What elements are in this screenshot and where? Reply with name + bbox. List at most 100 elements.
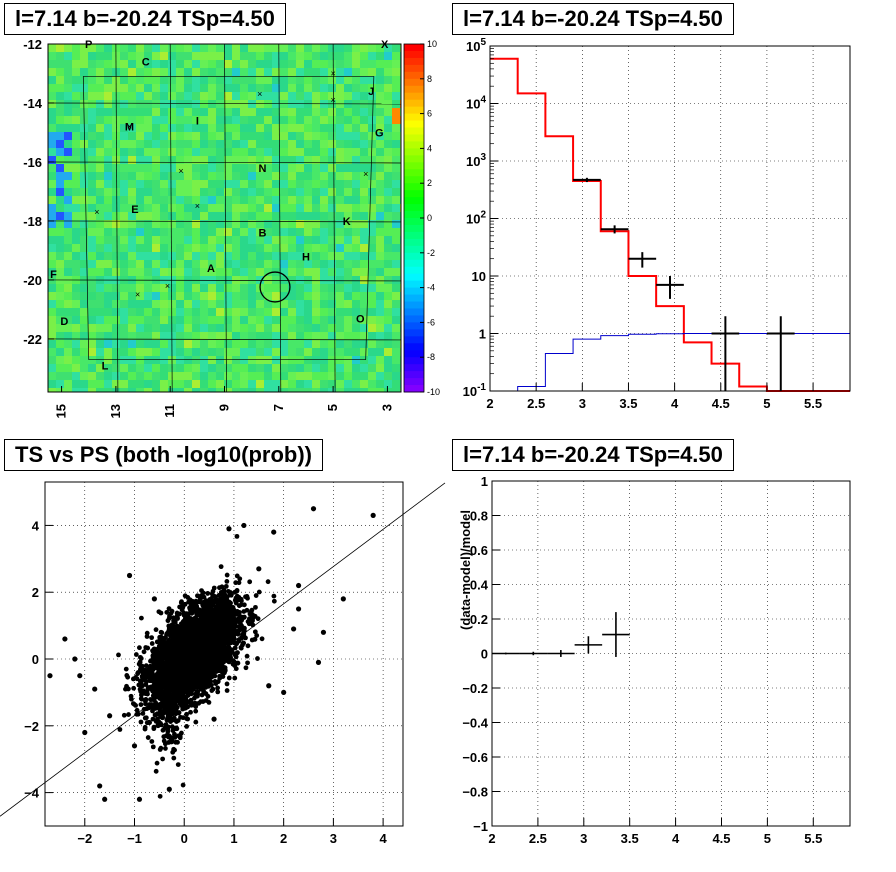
map-pixel (264, 260, 272, 268)
map-pixel (344, 292, 352, 300)
map-pixel (72, 196, 80, 204)
map-pixel (368, 372, 376, 380)
map-pixel (288, 172, 296, 180)
map-pixel (112, 196, 120, 204)
map-pixel (176, 260, 184, 268)
map-pixel (272, 172, 280, 180)
map-pixel (248, 172, 256, 180)
map-pixel (256, 116, 264, 124)
map-pixel (312, 164, 320, 172)
map-pixel (312, 340, 320, 348)
map-pixel (312, 284, 320, 292)
map-pixel (112, 244, 120, 252)
map-pixel (80, 348, 88, 356)
map-pixel (312, 76, 320, 84)
map-pixel (344, 332, 352, 340)
map-pixel (336, 132, 344, 140)
map-pixel (280, 124, 288, 132)
map-pixel (56, 356, 64, 364)
map-pixel (248, 204, 256, 212)
map-pixel (200, 60, 208, 68)
map-pixel (208, 364, 216, 372)
map-pixel (56, 204, 64, 212)
map-pixel (152, 140, 160, 148)
map-pixel (256, 108, 264, 116)
map-pixel (128, 268, 136, 276)
map-pixel (80, 196, 88, 204)
map-pixel (104, 388, 112, 392)
map-pixel (352, 260, 360, 268)
map-pixel (288, 212, 296, 220)
map-pixel (368, 180, 376, 188)
map-pixel (184, 180, 192, 188)
map-pixel (392, 284, 400, 292)
map-pixel (216, 300, 224, 308)
map-pixel (200, 340, 208, 348)
map-pixel (152, 372, 160, 380)
map-pixel (120, 300, 128, 308)
map-pixel (336, 372, 344, 380)
map-pixel (360, 364, 368, 372)
map-pixel (360, 180, 368, 188)
map-pixel (96, 268, 104, 276)
map-pixel (96, 292, 104, 300)
map-pixel (368, 260, 376, 268)
map-grid-line (169, 43, 173, 393)
map-pixel (48, 100, 56, 108)
scatter-point (213, 681, 219, 686)
map-pixel (352, 244, 360, 252)
map-pixel (120, 132, 128, 140)
map-pixel (384, 220, 392, 228)
scatter-point (156, 609, 162, 615)
map-pixel (288, 372, 296, 380)
map-y-tick-label: -20 (23, 273, 42, 288)
map-pixel (368, 156, 376, 164)
map-pixel (376, 252, 384, 260)
map-pixel (80, 220, 88, 228)
map-pixel (120, 148, 128, 156)
map-pixel (248, 244, 256, 252)
map-pixel (368, 284, 376, 292)
map-pixel (392, 52, 400, 60)
map-pixel (168, 156, 176, 164)
map-pixel (248, 180, 256, 188)
map-pixel (312, 124, 320, 132)
map-pixel (160, 292, 168, 300)
map-pixel (184, 228, 192, 236)
map-pixel (384, 284, 392, 292)
map-pixel (72, 316, 80, 324)
map-pixel (312, 60, 320, 68)
map-pixel (80, 300, 88, 308)
map-pixel (104, 52, 112, 60)
map-pixel (128, 316, 136, 324)
map-pixel (288, 180, 296, 188)
map-pixel (256, 380, 264, 388)
map-pixel (72, 388, 80, 392)
map-pixel (176, 380, 184, 388)
map-pixel (272, 284, 280, 292)
map-pixel (144, 44, 152, 52)
map-pixel (232, 68, 240, 76)
map-pixel (328, 204, 336, 212)
map-pixel (136, 252, 144, 260)
scatter-point (193, 719, 199, 725)
map-pixel (312, 204, 320, 212)
map-pixel (248, 140, 256, 148)
map-pixel (184, 76, 192, 84)
map-pixel (280, 68, 288, 76)
map-pixel (392, 252, 400, 260)
map-pixel (168, 100, 176, 108)
map-pixel (264, 364, 272, 372)
map-pixel (88, 348, 96, 356)
map-pixel (248, 380, 256, 388)
map-pixel (200, 380, 208, 388)
map-pixel (192, 236, 200, 244)
map-pixel (48, 220, 56, 228)
map-pixel (232, 332, 240, 340)
map-pixel (136, 148, 144, 156)
map-pixel (376, 372, 384, 380)
map-pixel (96, 180, 104, 188)
map-pixel (48, 236, 56, 244)
map-pixel (304, 68, 312, 76)
map-pixel (152, 92, 160, 100)
